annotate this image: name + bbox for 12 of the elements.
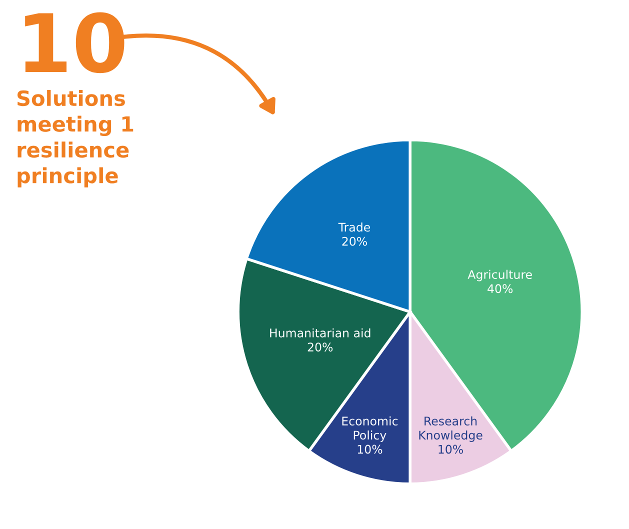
slice-label: Economic Policy [342, 416, 398, 442]
slice-label: Agriculture [468, 270, 532, 282]
chart-subtitle: Solutions meeting 1 resilience principle [17, 90, 134, 188]
data-label: 10% [358, 444, 382, 454]
data-label: 10% [438, 444, 463, 454]
slice-label: Trade [338, 222, 370, 232]
data-label: 40% [488, 284, 513, 294]
data-label: 20% [308, 342, 333, 352]
slice-label: Research Knowledge [419, 416, 482, 442]
data-label: 20% [342, 236, 367, 246]
chart-title: 10 [25, 12, 124, 74]
slice-label: Humanitarian aid [270, 328, 370, 338]
